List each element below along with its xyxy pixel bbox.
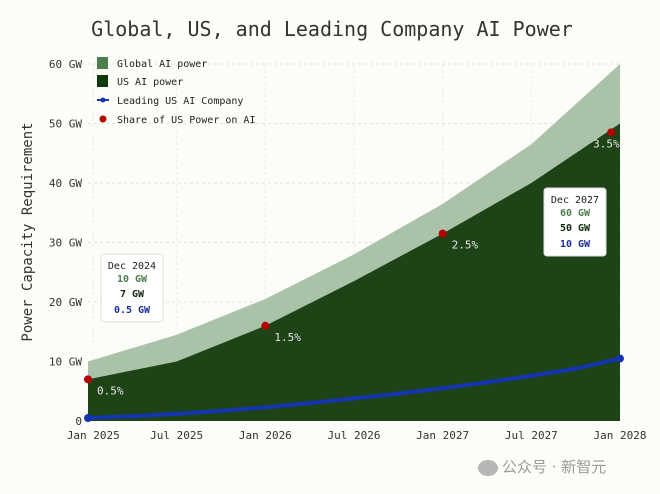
y-axis: 0 10 GW 20 GW 30 GW 40 GW 50 GW 60 GW — [49, 58, 82, 428]
watermark-text: 公众号 · 新智元 — [502, 458, 607, 476]
legend-swatch — [97, 57, 108, 69]
annotation-box — [100, 253, 164, 323]
share-label: 2.5% — [452, 239, 479, 252]
company-point — [395, 391, 401, 397]
annotation-global: 60 GW — [560, 208, 591, 219]
company-point — [351, 395, 357, 401]
area-series — [88, 64, 620, 421]
y-tick-label: 20 GW — [49, 296, 82, 309]
legend-label: Share of US Power on AI — [117, 115, 255, 126]
x-tick-label: Jan 2025 — [67, 429, 120, 442]
annotation-us: 7 GW — [120, 289, 145, 300]
x-tick-label: Jan 2027 — [416, 429, 469, 442]
annotation-company: 0.5 GW — [114, 305, 151, 316]
annotation-date: Dec 2024 — [108, 261, 156, 272]
annotation-global: 10 GW — [117, 274, 148, 285]
y-tick-label: 10 GW — [49, 356, 82, 369]
share-point — [607, 128, 616, 137]
legend-label: Leading US AI Company — [117, 96, 243, 107]
company-point — [174, 411, 180, 417]
legend: Global AI power US AI power Leading US AI … — [97, 57, 255, 126]
annotation-date: Dec 2027 — [551, 195, 599, 206]
legend-line-marker — [100, 97, 106, 103]
company-point — [129, 413, 135, 419]
x-axis: Jan 2025 Jul 2025 Jan 2026 Jul 2026 Jan 2027… — [67, 429, 647, 442]
x-tick-label: Jul 2027 — [505, 429, 558, 442]
annotation-boxes: Dec 2024 10 GW 7 GW 0.5 GW Dec 2027 60 GW 50 G… — [100, 187, 607, 323]
y-tick-label: 0 — [75, 415, 82, 428]
y-tick-label: 60 GW — [49, 58, 82, 71]
x-tick-label: Jul 2025 — [150, 429, 203, 442]
annotation-box — [543, 187, 607, 257]
company-point — [84, 414, 92, 423]
share-label: 1.5% — [274, 331, 301, 344]
company-point — [218, 408, 224, 414]
company-point — [262, 404, 268, 410]
company-point — [440, 385, 446, 391]
company-line-series — [84, 354, 624, 423]
annotation-company: 10 GW — [560, 239, 591, 250]
chart-title: Global, US, and Leading Company AI Power — [91, 17, 573, 41]
area-us-ai-power — [88, 123, 620, 421]
annotation-us: 50 GW — [560, 223, 591, 234]
legend-dot-swatch — [99, 115, 107, 123]
company-point — [528, 373, 534, 379]
share-point — [84, 375, 92, 384]
x-tick-label: Jan 2026 — [239, 429, 292, 442]
legend-swatch — [97, 75, 108, 87]
share-label: 0.5% — [97, 384, 124, 397]
share-point — [438, 229, 447, 238]
company-point — [573, 366, 579, 372]
share-scatter-series: 0.5% 1.5% 2.5% 3.5% — [84, 128, 620, 397]
share-label: 3.5% — [593, 137, 620, 150]
y-tick-label: 30 GW — [49, 237, 82, 250]
company-point — [307, 400, 313, 406]
y-tick-label: 50 GW — [49, 118, 82, 131]
company-point — [484, 379, 490, 385]
wechat-icon — [478, 459, 498, 476]
x-tick-label: Jul 2026 — [328, 429, 381, 442]
company-point — [616, 354, 624, 363]
watermark: 公众号 · 新智元 — [478, 456, 606, 477]
y-tick-label: 40 GW — [49, 177, 82, 190]
legend-label: Global AI power — [117, 59, 207, 70]
x-tick-label: Jan 2028 — [594, 429, 647, 442]
y-axis-label: Power Capacity Requirement — [20, 122, 36, 341]
share-point — [261, 321, 270, 330]
legend-label: US AI power — [117, 77, 183, 88]
